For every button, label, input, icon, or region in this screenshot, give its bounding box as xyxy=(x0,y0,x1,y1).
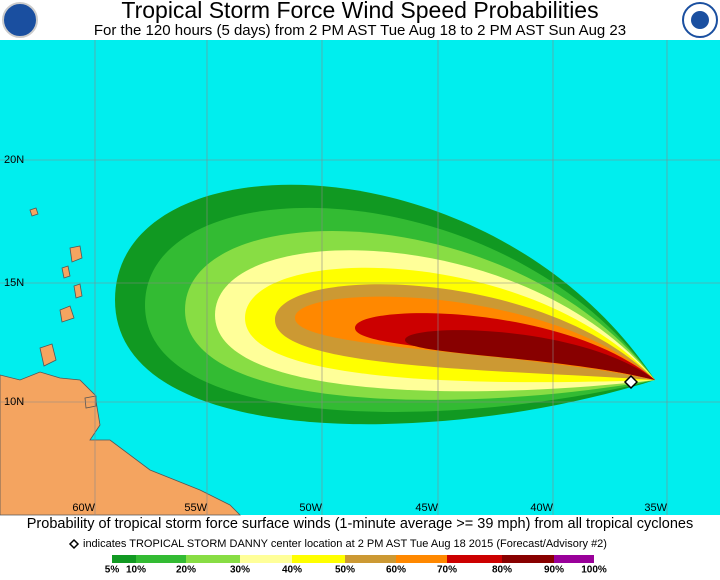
storm-marker xyxy=(623,374,639,390)
legend-label: 10% xyxy=(126,565,146,575)
legend-swatch xyxy=(447,555,502,563)
legend-label: 40% xyxy=(282,565,302,575)
legend-label: 20% xyxy=(176,565,196,575)
probability-contours xyxy=(115,184,655,425)
legend-marker xyxy=(68,538,80,550)
legend-label: 90% xyxy=(544,565,564,575)
island xyxy=(69,245,83,263)
island xyxy=(39,343,57,367)
legend-swatch xyxy=(112,555,136,563)
island xyxy=(29,207,39,217)
legend-swatch xyxy=(292,555,345,563)
color-legend: 5% 10% 20% 30% 40% 50% 60% 70% 80% 90% 100% xyxy=(105,555,607,576)
legend-label: 100% xyxy=(581,565,607,575)
legend-swatch xyxy=(345,555,396,563)
lat-label: 15N xyxy=(4,277,24,289)
legend-label: 50% xyxy=(335,565,355,575)
legend-swatch xyxy=(136,555,186,563)
south-america xyxy=(0,371,241,516)
noaa-logo xyxy=(2,2,38,38)
caption: Probability of tropical storm force surf… xyxy=(27,516,693,532)
lon-label: 55W xyxy=(184,502,207,514)
lon-label: 45W xyxy=(415,502,438,514)
lon-label: 35W xyxy=(644,502,667,514)
lon-label: 40W xyxy=(530,502,553,514)
lat-label: 10N xyxy=(4,396,24,408)
legend-label: 70% xyxy=(437,565,457,575)
legend-swatch xyxy=(240,555,292,563)
island xyxy=(73,283,83,299)
lon-label: 60W xyxy=(72,502,95,514)
lat-label: 20N xyxy=(4,154,24,166)
land xyxy=(0,207,241,516)
graticule: 20N 15N 10N 60W 55W 50W 45W 40W 35W xyxy=(0,40,720,515)
marker-note: indicates TROPICAL STORM DANNY center lo… xyxy=(83,538,607,550)
legend-swatch xyxy=(396,555,447,563)
legend-swatch xyxy=(554,555,594,563)
legend-swatch xyxy=(186,555,240,563)
island xyxy=(61,265,71,279)
contour-band xyxy=(405,330,655,380)
legend-swatch xyxy=(502,555,554,563)
legend-label: 5% xyxy=(105,565,120,575)
island xyxy=(59,305,75,323)
legend-label: 80% xyxy=(492,565,512,575)
lon-label: 50W xyxy=(299,502,322,514)
legend-label: 60% xyxy=(386,565,406,575)
nws-logo-center xyxy=(691,11,709,29)
subtitle: For the 120 hours (5 days) from 2 PM AST… xyxy=(94,22,626,39)
title: Tropical Storm Force Wind Speed Probabil… xyxy=(121,0,598,23)
legend-label: 30% xyxy=(230,565,250,575)
